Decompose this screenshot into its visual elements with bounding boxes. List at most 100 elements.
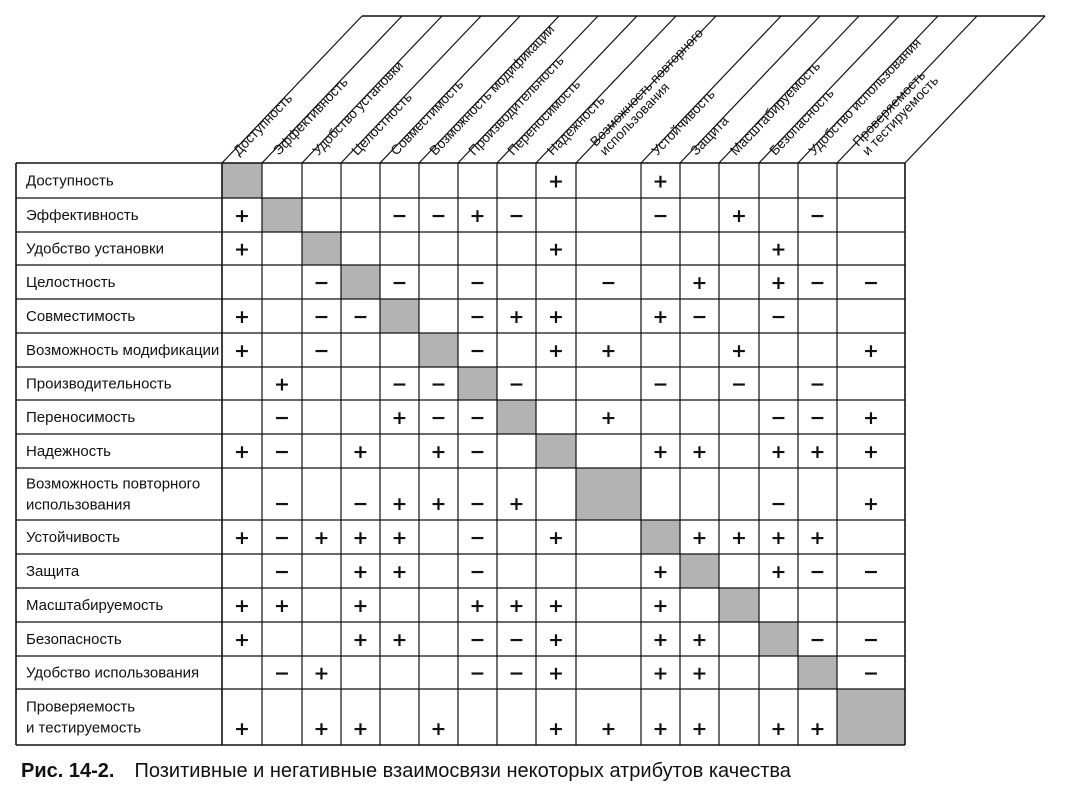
header-divider-line [418,15,560,164]
negative-mark: − [810,629,826,651]
positive-mark: + [548,663,564,685]
figure-caption-text: Позитивные и негативные взаимосвязи неко… [134,760,791,782]
positive-mark: + [810,441,826,463]
positive-mark: + [274,595,290,617]
negative-mark: − [731,374,747,396]
positive-mark: + [653,561,669,583]
positive-mark: + [431,493,447,515]
row-header-label: Возможность модификации [26,342,219,359]
row-header-label: Масштабируемость [26,597,163,614]
negative-mark: − [314,340,330,362]
positive-mark: + [548,239,564,261]
negative-mark: − [863,561,879,583]
diagonal-cell [380,299,419,333]
positive-mark: + [771,441,787,463]
positive-mark: + [274,374,290,396]
positive-mark: + [392,407,408,429]
positive-mark: + [234,306,250,328]
positive-mark: + [392,629,408,651]
positive-mark: + [731,205,747,227]
positive-mark: + [353,527,369,549]
negative-mark: − [314,306,330,328]
positive-mark: + [548,629,564,651]
row-header-label: Устойчивость [26,529,120,546]
negative-mark: − [771,407,787,429]
negative-mark: − [863,663,879,685]
positive-mark: + [863,407,879,429]
negative-mark: − [470,629,486,651]
figure-caption: Рис. 14-2. Позитивные и негативные взаимо… [21,760,791,783]
positive-mark: + [392,493,408,515]
positive-mark: + [234,595,250,617]
diagonal-cell [341,265,380,299]
row-header-label: Переносимость [26,409,135,426]
negative-mark: − [863,272,879,294]
positive-mark: + [470,595,486,617]
positive-mark: + [771,718,787,740]
positive-mark: + [392,561,408,583]
positive-mark: + [692,629,708,651]
positive-mark: + [548,340,564,362]
negative-mark: − [810,561,826,583]
positive-mark: + [692,272,708,294]
positive-mark: + [601,718,617,740]
header-divider-line [797,15,939,164]
diagonal-cell [419,333,458,367]
diagonal-cell [262,198,302,232]
positive-mark: + [692,441,708,463]
positive-mark: + [353,595,369,617]
positive-mark: + [234,205,250,227]
diagonal-cell [680,554,719,588]
negative-mark: − [470,272,486,294]
negative-mark: − [353,493,369,515]
positive-mark: + [314,663,330,685]
positive-mark: + [234,239,250,261]
diagonal-cell [837,689,905,745]
negative-mark: − [431,407,447,429]
negative-mark: − [810,374,826,396]
positive-mark: + [431,441,447,463]
row-header-label: и тестируемость [26,720,141,737]
header-divider-line [496,15,638,164]
positive-mark: + [353,441,369,463]
negative-mark: − [314,272,330,294]
positive-mark: + [692,527,708,549]
positive-mark: + [509,493,525,515]
header-divider-line [904,15,1046,164]
positive-mark: + [601,407,617,429]
negative-mark: − [509,374,525,396]
positive-mark: + [810,527,826,549]
positive-mark: + [470,205,486,227]
positive-mark: + [431,718,447,740]
diagonal-cell [497,400,536,434]
positive-mark: + [653,718,669,740]
quality-attributes-matrix: Доступность Эффективность Удобство установ… [15,15,1046,746]
header-divider-line [640,15,782,164]
negative-mark: − [274,407,290,429]
column-header-label: Переносимость [505,77,584,158]
header-divider-line [261,15,403,164]
positive-mark: + [548,595,564,617]
diagonal-cell [536,434,576,468]
positive-mark: + [234,629,250,651]
positive-mark: + [731,340,747,362]
negative-mark: − [771,306,787,328]
positive-mark: + [548,718,564,740]
diagonal-cell [759,622,798,656]
positive-mark: + [234,718,250,740]
positive-mark: + [509,306,525,328]
diagonal-cell [458,367,497,400]
negative-mark: − [810,272,826,294]
header-divider-line [758,15,900,164]
column-header-label: Возможность повторного [587,25,706,149]
negative-mark: − [274,561,290,583]
positive-mark: + [863,340,879,362]
negative-mark: − [653,374,669,396]
positive-mark: + [314,718,330,740]
row-header-label: Доступность [26,173,114,190]
negative-mark: − [810,407,826,429]
positive-mark: + [353,561,369,583]
header-divider-line [340,15,482,164]
row-header-label: использования [26,497,131,514]
positive-mark: + [863,441,879,463]
